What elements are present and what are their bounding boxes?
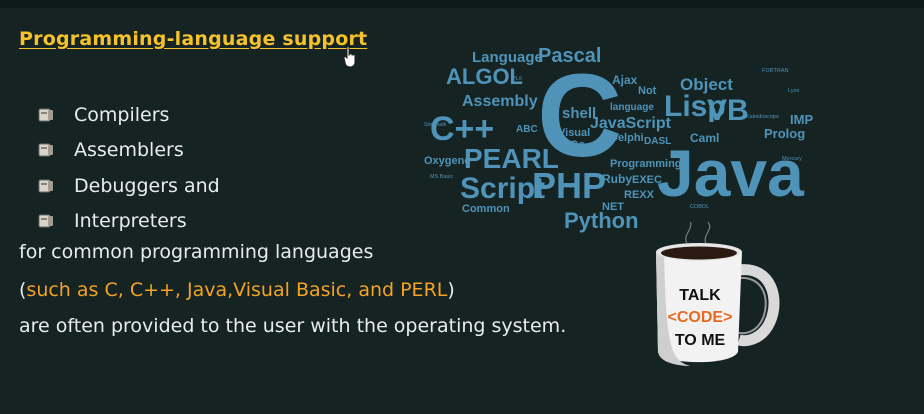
word-vb: VB	[707, 94, 749, 127]
word-php: PHP	[532, 165, 606, 206]
word-algol: ALGOL	[446, 64, 523, 89]
word-imp: IMP	[790, 112, 813, 127]
word-language: Language	[472, 49, 543, 66]
word-kaleidoscope: Kaleidoscope	[746, 114, 779, 120]
word-ruby: Ruby	[602, 172, 632, 186]
word-assembly: Assembly	[462, 93, 538, 110]
open-paren: (	[19, 279, 27, 301]
bullet-label: Debuggers and	[74, 174, 220, 197]
mug-line-to-me: TO ME	[675, 332, 726, 349]
mug-line-code: <CODE>	[668, 309, 733, 326]
word-lisp: Lisp	[664, 90, 726, 123]
word-smalltalk: Smalltalk	[424, 122, 447, 128]
word-pearl: PEARL	[464, 143, 559, 174]
word-pl1: PL/I	[512, 76, 522, 82]
body-line-2: (such as C, C++, Java,Visual Basic, and …	[19, 279, 455, 301]
word-common: Common	[462, 203, 510, 215]
word-net: NET	[602, 201, 624, 213]
programming-languages-word-cloud: C Java C++ PHP PEARL Script Lisp VB ALGO…	[424, 45, 813, 233]
word-javascript: JavaScript	[590, 115, 672, 132]
book-bullet-icon	[38, 214, 53, 228]
word-go: Go	[570, 139, 586, 151]
word-java: Java	[657, 136, 805, 210]
word-delphi: Delphi	[610, 132, 644, 144]
word-exec: EXEC	[632, 174, 662, 186]
book-bullet-icon	[38, 179, 53, 193]
list-item: Assemblers	[38, 133, 220, 169]
top-bar	[0, 0, 924, 8]
word-language-small: language	[610, 102, 654, 113]
word-object: Object	[680, 75, 733, 94]
word-prolog: Prolog	[764, 126, 805, 141]
word-msbasic: MS Basic	[430, 174, 453, 180]
word-visual: Visual	[558, 127, 590, 139]
word-programming: Programming	[610, 158, 682, 170]
word-c: C	[537, 50, 622, 182]
body-line-1: for common programming languages	[19, 241, 374, 263]
word-shell: shell	[562, 105, 596, 122]
word-lynx: Lynx	[788, 88, 800, 94]
word-oxygene: Oxygene	[424, 155, 470, 167]
slide-title: Programming-language support	[19, 28, 368, 50]
feature-list: Compilers Assemblers Debuggers and	[38, 97, 220, 239]
word-cobol: COBOL	[690, 204, 709, 210]
word-fortran: FORTRAN	[762, 68, 789, 74]
word-mercury: Mercury	[782, 156, 802, 162]
book-bullet-icon	[38, 143, 53, 157]
word-python: Python	[564, 208, 639, 233]
bullet-label: Compilers	[74, 103, 170, 126]
word-abc: ABC	[516, 124, 538, 135]
word-caml: Caml	[690, 131, 719, 145]
mug-line-talk: TALK	[679, 287, 721, 304]
talk-code-to-me-mug: TALK <CODE> TO ME	[656, 222, 780, 366]
word-cpp: C++	[430, 110, 494, 148]
hand-cursor-icon	[343, 46, 356, 68]
word-rexx: REXX	[624, 189, 655, 201]
close-paren: )	[447, 279, 455, 301]
bullet-label: Assemblers	[74, 139, 184, 162]
list-item: Debuggers and	[38, 168, 220, 204]
book-bullet-icon	[38, 108, 53, 122]
word-script: Script	[460, 172, 545, 205]
list-item: Interpreters	[38, 204, 220, 240]
word-pascal: Pascal	[538, 45, 601, 67]
word-ajax: Ajax	[612, 73, 638, 87]
language-examples: such as C, C++, Java,Visual Basic, and P…	[26, 279, 448, 301]
word-not: Not	[638, 85, 657, 97]
bullet-label: Interpreters	[74, 210, 187, 233]
word-dasl: DASL	[644, 136, 671, 147]
list-item: Compilers	[38, 97, 220, 133]
body-line-3: are often provided to the user with the …	[19, 315, 567, 337]
